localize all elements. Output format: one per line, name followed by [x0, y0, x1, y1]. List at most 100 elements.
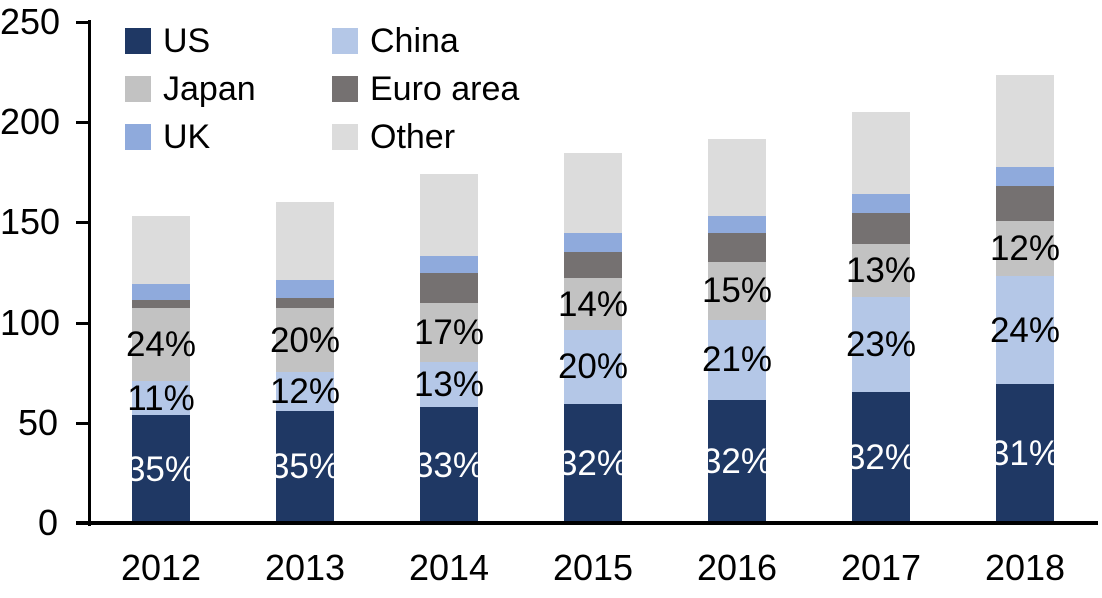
bar-segment-china: 24%: [990, 276, 1060, 384]
bar-segment-value-label: 33%: [413, 445, 485, 485]
y-tick-label: 50: [17, 401, 58, 443]
bar-segment-value-label: 13%: [845, 250, 917, 290]
legend-swatch: [125, 76, 151, 102]
bar-segment-value-label: 32%: [845, 437, 917, 477]
legend-item-us: US: [125, 24, 332, 58]
x-tick-label: 2018: [984, 547, 1066, 588]
bar-segment-china: 23%: [846, 297, 916, 392]
bar-segment-value-label: 12%: [989, 229, 1061, 269]
bar-segment-japan: 17%: [414, 302, 484, 362]
bar-segment-us: 32%: [702, 400, 772, 523]
bar-segment-euro-area: [708, 233, 766, 263]
y-tick-label: 150: [0, 201, 61, 243]
bar-segment-other: [708, 139, 766, 217]
legend-swatch: [332, 124, 358, 150]
y-tick-mark: [76, 321, 90, 325]
bar-segment-china: 12%: [270, 371, 340, 411]
bar-segment-value-label: 12%: [269, 371, 341, 411]
y-tick-label: 100: [0, 301, 61, 343]
bar-segment-other: [276, 202, 334, 281]
bar-segment-value-label: 14%: [557, 284, 629, 324]
bar-segment-euro-area: [564, 251, 622, 279]
bar-segment-japan: 20%: [270, 308, 340, 372]
bar-segment-value-label: 35%: [269, 447, 341, 487]
bar-segment-value-label: 23%: [845, 324, 917, 364]
x-axis-line: [76, 521, 1098, 525]
bar-segment-value-label: 17%: [413, 312, 485, 352]
bar-segment-other: [996, 75, 1054, 167]
bar-2018: 31% 24% 12%: [990, 75, 1060, 523]
y-tick-label: 0: [37, 502, 58, 543]
y-axis-line: [88, 20, 91, 526]
x-tick-label: 2016: [696, 547, 778, 588]
bar-segment-value-label: 20%: [557, 347, 629, 387]
legend-swatch: [125, 124, 151, 150]
x-tick-label: 2012: [120, 547, 202, 588]
bar-2015: 32% 20% 14%: [558, 153, 628, 523]
legend-label: Euro area: [370, 70, 520, 108]
bar-segment-value-label: 15%: [701, 271, 773, 311]
legend: US China Japan Euro area UK Other: [125, 24, 519, 154]
bar-segment-euro-area: [852, 212, 910, 244]
bar-segment-us: 32%: [846, 391, 916, 523]
bar-segment-other: [852, 112, 910, 194]
bar-segment-euro-area: [276, 298, 334, 309]
bar-segment-uk: [276, 280, 334, 299]
bar-segment-us: 31%: [990, 383, 1060, 523]
legend-item-other: Other: [332, 120, 519, 154]
bar-segment-other: [132, 215, 190, 284]
bar-segment-china: 13%: [414, 361, 484, 408]
bar-segment-value-label: 21%: [701, 340, 773, 380]
bar-segment-euro-area: [996, 185, 1054, 222]
bar-segment-value-label: 13%: [413, 365, 485, 405]
bar-segment-uk: [420, 255, 478, 274]
y-tick-label: 250: [0, 1, 61, 42]
legend-label: China: [370, 22, 459, 60]
legend-label: UK: [163, 118, 211, 156]
bar-segment-us: 35%: [126, 415, 196, 523]
bar-segment-value-label: 24%: [125, 325, 197, 365]
y-tick-label: 200: [0, 101, 61, 143]
bar-segment-value-label: 20%: [269, 320, 341, 360]
legend-swatch: [332, 28, 358, 54]
x-tick-label: 2014: [408, 547, 490, 588]
bar-segment-value-label: 35%: [125, 449, 197, 489]
bar-segment-uk: [564, 232, 622, 252]
bar-2012: 35% 11% 24%: [126, 215, 196, 523]
legend-swatch: [125, 28, 151, 54]
bar-segment-other: [564, 153, 622, 233]
bar-segment-japan: 12%: [990, 221, 1060, 277]
bar-2017: 32% 23% 13%: [846, 112, 916, 523]
bar-segment-uk: [852, 193, 910, 213]
legend-label: Japan: [163, 70, 256, 108]
bar-2014: 33% 13% 17%: [414, 174, 484, 523]
legend-label: Other: [370, 118, 456, 156]
bar-segment-us: 33%: [414, 407, 484, 523]
bar-segment-value-label: 31%: [989, 433, 1061, 473]
legend-item-uk: UK: [125, 120, 332, 154]
legend-item-japan: Japan: [125, 72, 332, 106]
bar-segment-value-label: 32%: [557, 443, 629, 483]
x-tick-label: 2015: [552, 547, 634, 588]
bar-segment-japan: 24%: [126, 308, 196, 382]
bar-segment-china: 20%: [558, 330, 628, 404]
bar-segment-other: [420, 174, 478, 256]
legend-item-euro-area: Euro area: [332, 72, 519, 106]
x-tick-label: 2017: [840, 547, 922, 588]
bar-2016: 32% 21% 15%: [702, 139, 772, 523]
legend-item-china: China: [332, 24, 519, 58]
bar-segment-china: 11%: [127, 381, 194, 416]
bar-segment-china: 21%: [702, 319, 772, 401]
bar-segment-euro-area: [420, 273, 478, 303]
bar-segment-us: 32%: [558, 403, 628, 523]
legend-swatch: [332, 76, 358, 102]
bar-2013: 35% 12% 20%: [270, 202, 340, 523]
bar-segment-value-label: 24%: [989, 310, 1061, 350]
bar-segment-value-label: 32%: [701, 442, 773, 482]
legend-label: US: [163, 22, 211, 60]
bar-segment-us: 35%: [270, 410, 340, 523]
bar-segment-uk: [996, 166, 1054, 186]
y-tick-mark: [76, 21, 90, 24]
y-tick-mark: [76, 121, 90, 125]
